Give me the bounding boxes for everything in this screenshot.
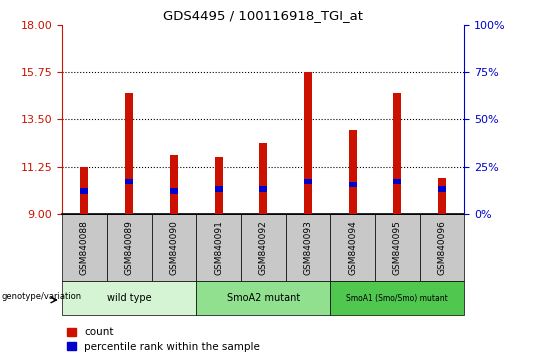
Text: GSM840088: GSM840088 [80,220,89,275]
Bar [259,186,267,192]
Bar [349,130,357,214]
Text: GSM840096: GSM840096 [437,220,447,275]
Bar [214,186,222,192]
Bar [438,186,446,192]
Bar [393,179,401,184]
Text: GSM840090: GSM840090 [170,220,178,275]
Bar [420,214,464,281]
Text: wild type: wild type [107,293,151,303]
Title: GDS4495 / 100116918_TGI_at: GDS4495 / 100116918_TGI_at [163,9,363,22]
Bar [330,281,464,315]
Text: SmoA2 mutant: SmoA2 mutant [227,293,300,303]
Bar [62,281,196,315]
Text: GSM840091: GSM840091 [214,220,223,275]
Text: GSM840095: GSM840095 [393,220,402,275]
Text: genotype/variation: genotype/variation [1,292,82,301]
Bar [214,158,222,214]
Bar [125,93,133,214]
Bar [393,93,401,214]
Bar [304,179,312,184]
Bar [304,72,312,214]
Bar [286,214,330,281]
Bar [349,182,357,187]
Bar [80,167,89,214]
Bar [62,214,107,281]
Bar [375,214,420,281]
Text: GSM840092: GSM840092 [259,221,268,275]
Bar [241,214,286,281]
Bar [107,214,152,281]
Text: GSM840089: GSM840089 [125,220,134,275]
Bar [170,155,178,214]
Bar [259,143,267,214]
Text: GSM840094: GSM840094 [348,221,357,275]
Legend: count, percentile rank within the sample: count, percentile rank within the sample [68,327,260,352]
Bar [196,281,330,315]
Bar [196,214,241,281]
Bar [438,178,446,214]
Bar [80,188,89,194]
Bar [170,188,178,194]
Bar [125,179,133,184]
Bar [330,214,375,281]
Text: SmoA1 (Smo/Smo) mutant: SmoA1 (Smo/Smo) mutant [347,294,448,303]
Bar [152,214,196,281]
Text: GSM840093: GSM840093 [303,220,313,275]
